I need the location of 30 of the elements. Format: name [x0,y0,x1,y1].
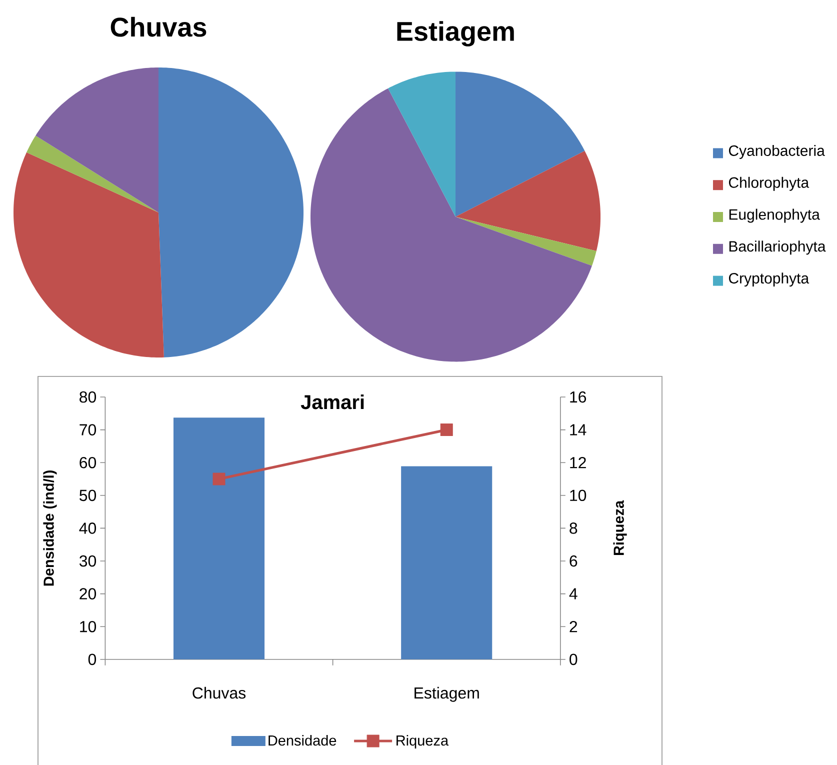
legend-label: Cryptophyta [728,272,810,287]
y2-tick-label: 8 [570,522,578,534]
y-tick-label: 60 [80,456,96,468]
chart-title: Chuvas [110,16,206,37]
legend-label: Euglenophyta [729,208,820,223]
y2-tick-label: 12 [570,457,586,468]
y-tick-label: 50 [80,490,96,502]
y-tick-label: 10 [80,620,96,632]
y2-tick-label: 16 [570,391,586,403]
y2-tick-label: 0 [570,654,578,666]
legend-label: Bacillariophyta [729,240,826,255]
y2-tick-label: 2 [570,621,578,632]
y-axis-title: Densidade (ind/l) [43,470,57,586]
y2-tick-label: 4 [569,588,578,600]
legend-label: Chlorophyta [728,176,810,191]
y2-tick-label: 6 [570,555,578,567]
y-tick-label: 70 [80,424,96,436]
y-tick-label: 30 [79,555,96,567]
y2-axis-title: Riqueza [613,500,627,556]
chart-title: Estiagem [397,21,514,46]
y-tick-label: 20 [80,588,96,600]
legend-label: Densidade [268,735,336,746]
legend-label: Riqueza [396,735,449,749]
y-tick-label: 40 [79,522,96,534]
y2-tick-label: 10 [570,490,586,502]
y-tick-label: 80 [80,391,96,403]
legend-label: Cyanobacteria [728,144,825,159]
y-tick-label: 0 [88,654,96,666]
chart-title: Jamari [300,394,364,410]
y2-tick-label: 14 [570,424,586,436]
